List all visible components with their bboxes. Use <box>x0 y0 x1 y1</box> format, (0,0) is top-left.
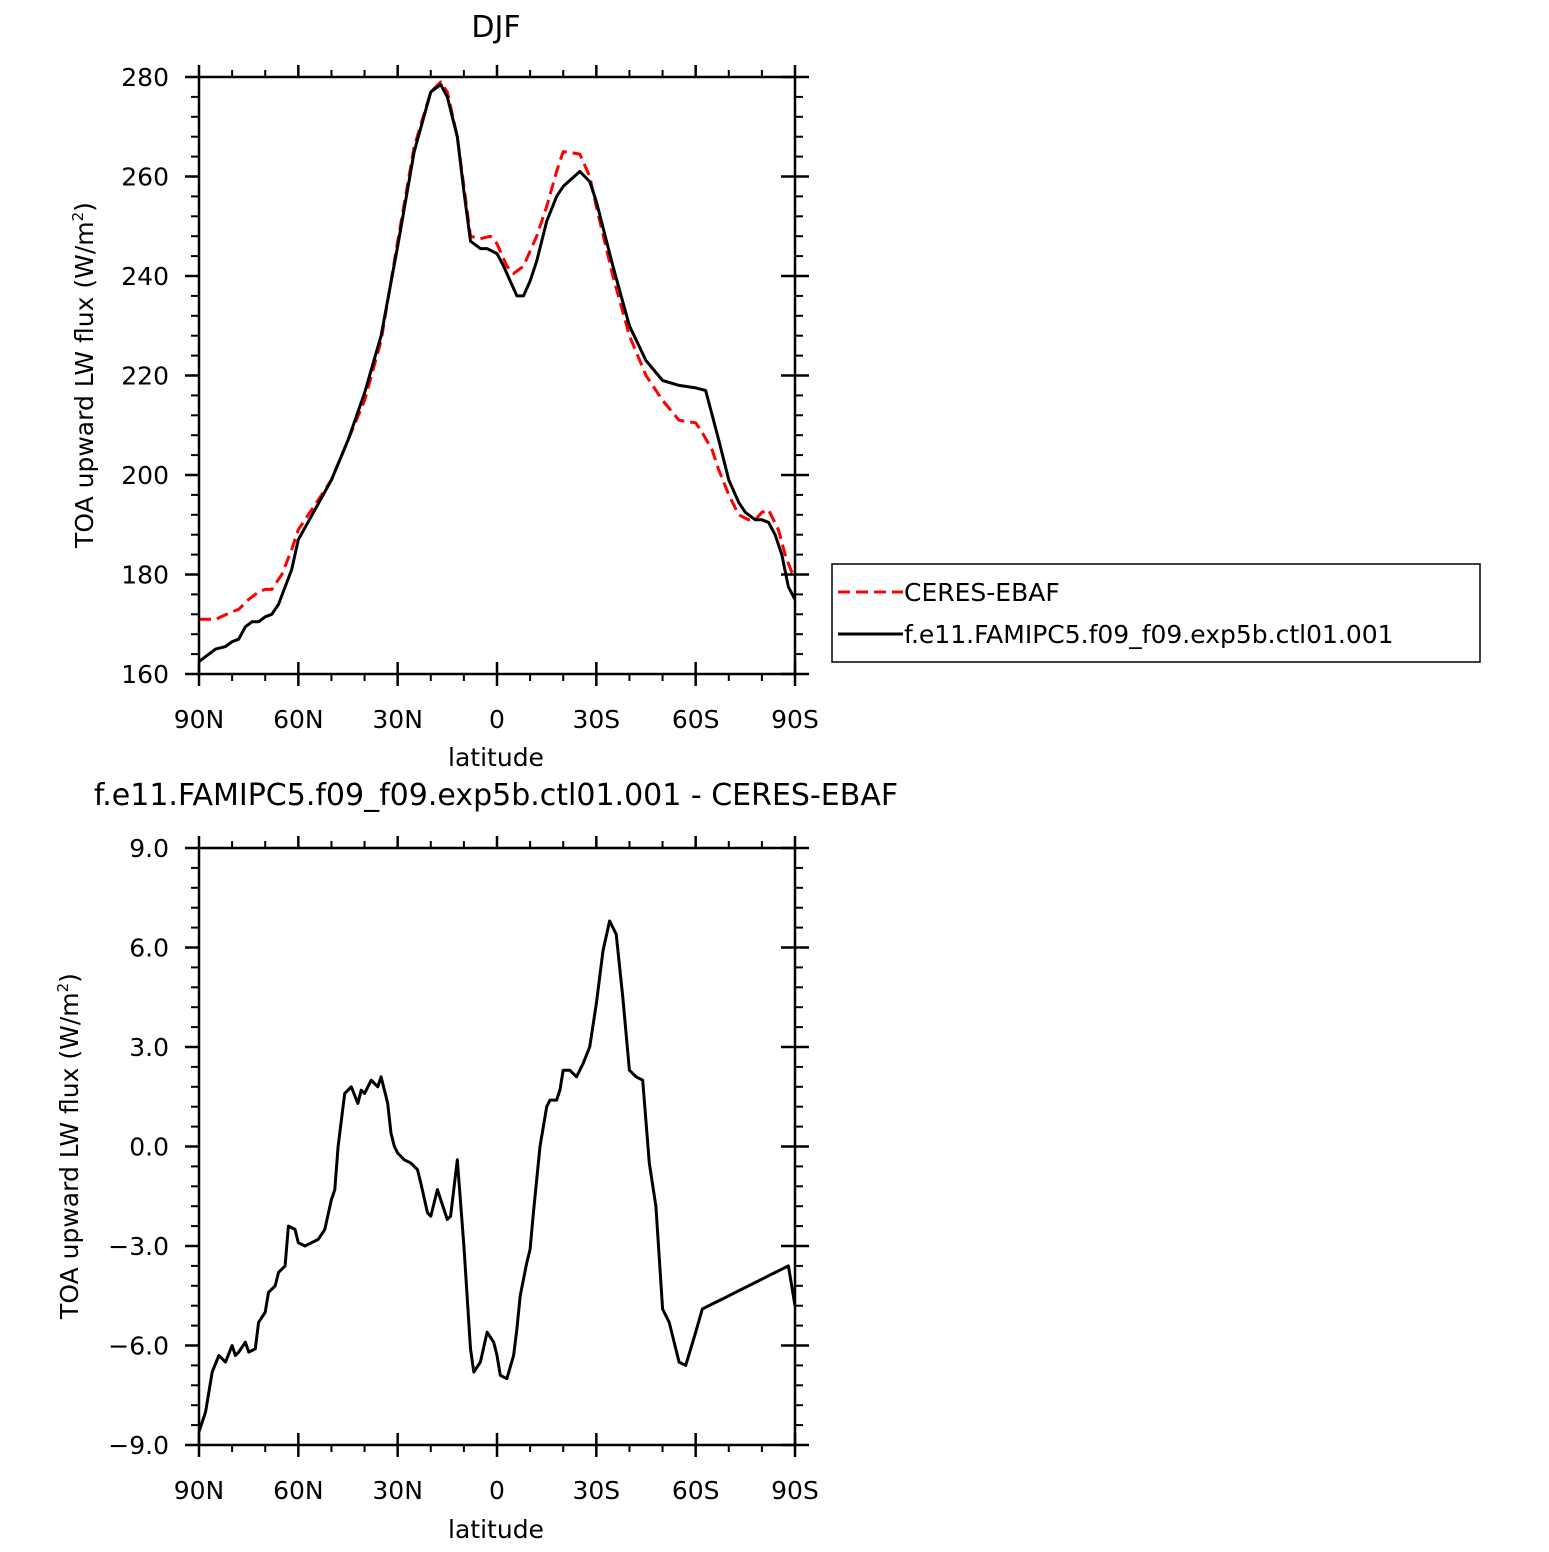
x-tick-label: 60S <box>672 1476 720 1505</box>
plot-lines <box>197 919 797 1433</box>
axis-ticks: 90N 60N 30N 0 30S 60S 90S −9.0 −6.0 −3.0 0.0 3.0 6.0… <box>108 834 819 1505</box>
series-line-model <box>197 919 797 1433</box>
x-tick-label: 90N <box>174 1476 225 1505</box>
y-axis-label: TOA upward LW flux (W/m2) <box>69 202 99 549</box>
x-axis-label: latitude <box>448 1515 544 1544</box>
y-tick-label: 220 <box>121 362 169 391</box>
y-axis-label: TOA upward LW flux (W/m2) <box>54 973 84 1320</box>
x-tick-label: 30S <box>572 705 620 734</box>
series-line-model <box>198 83 797 663</box>
legend: CERES-EBAF f.e11.FAMIPC5.f09_f09.exp5b.c… <box>831 563 1481 663</box>
y-tick-label: 160 <box>121 660 169 689</box>
y-tick-label: 9.0 <box>129 834 169 863</box>
y-tick-label: 280 <box>121 63 169 92</box>
plot-frame <box>197 75 797 676</box>
legend-box <box>831 563 1481 663</box>
x-tick-label: 60N <box>273 1476 324 1505</box>
legend-label-ceres-ebaf: CERES-EBAF <box>904 578 1060 607</box>
plot-lines <box>198 80 797 663</box>
x-tick-label: 30N <box>372 1476 423 1505</box>
x-tick-label: 90N <box>174 705 225 734</box>
chart-title: f.e11.FAMIPC5.f09_f09.exp5b.ctl01.001 - … <box>94 778 898 813</box>
y-tick-label: 240 <box>121 262 169 291</box>
y-tick-label: −6.0 <box>108 1332 169 1361</box>
x-tick-label: 60N <box>273 705 324 734</box>
y-tick-label: 180 <box>121 561 169 590</box>
chart-title: DJF <box>471 10 520 45</box>
y-tick-label: 6.0 <box>129 934 169 963</box>
y-tick-label: −9.0 <box>108 1431 169 1460</box>
x-tick-label: 0 <box>489 705 505 734</box>
x-tick-label: 90S <box>771 705 819 734</box>
x-tick-label: 30S <box>572 1476 620 1505</box>
x-tick-label: 60S <box>672 705 720 734</box>
y-tick-label: 200 <box>121 461 169 490</box>
y-tick-label: 0.0 <box>129 1133 169 1162</box>
y-tick-label: 3.0 <box>129 1033 169 1062</box>
x-tick-label: 30N <box>372 705 423 734</box>
y-tick-label: 260 <box>121 163 169 192</box>
series-line-ceres-ebaf <box>199 80 796 621</box>
x-axis-label: latitude <box>448 743 544 772</box>
chart-difference-panel: f.e11.FAMIPC5.f09_f09.exp5b.ctl01.001 - … <box>54 778 898 1544</box>
y-tick-label: −3.0 <box>108 1232 169 1261</box>
chart-djf-panel: DJF 90N 60N 30N 0 30S 60S 90S 160 180 200 220 240 26… <box>69 10 819 772</box>
x-tick-label: 90S <box>771 1476 819 1505</box>
axis-ticks: 90N 60N 30N 0 30S 60S 90S 160 180 200 220 240 260 280 <box>121 63 819 734</box>
legend-label-model: f.e11.FAMIPC5.f09_f09.exp5b.ctl01.001 <box>904 620 1394 649</box>
x-tick-label: 0 <box>489 1476 505 1505</box>
